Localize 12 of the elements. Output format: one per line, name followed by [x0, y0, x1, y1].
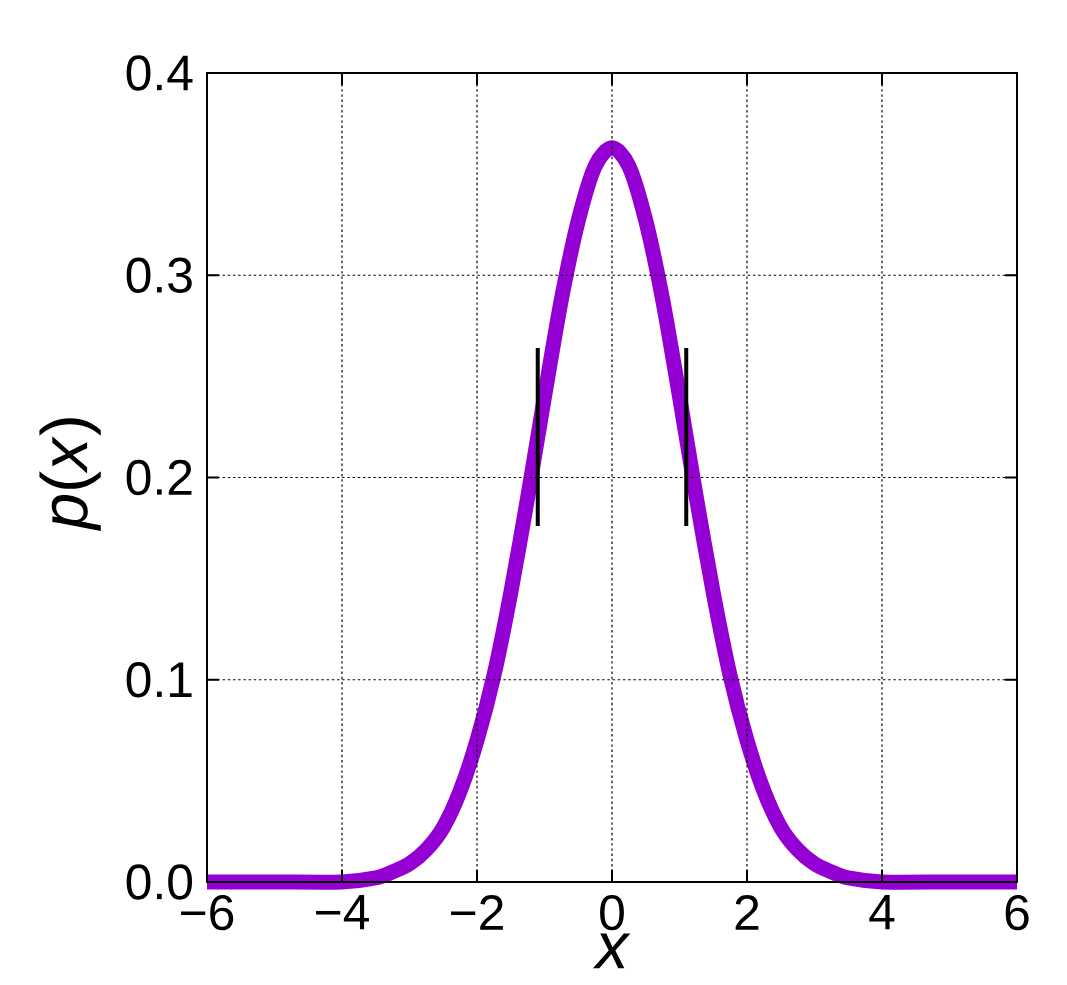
x-axis-title: x	[592, 933, 631, 969]
x-tick-label: 4	[869, 895, 895, 930]
y-tick-label: 0.2	[126, 459, 192, 496]
x-tick-label: −2	[451, 895, 503, 930]
y-tick-label: 0.3	[126, 257, 192, 293]
y-tick-label: 0.4	[126, 55, 193, 91]
x-tick-label: 0	[600, 895, 624, 931]
x-tick-label: −4	[316, 895, 369, 930]
y-tick-label: 0.1	[126, 662, 192, 698]
y-axis-title: p(x)	[39, 418, 101, 532]
x-tick-label: 2	[735, 895, 759, 930]
x-tick-label: 6	[1005, 895, 1029, 931]
